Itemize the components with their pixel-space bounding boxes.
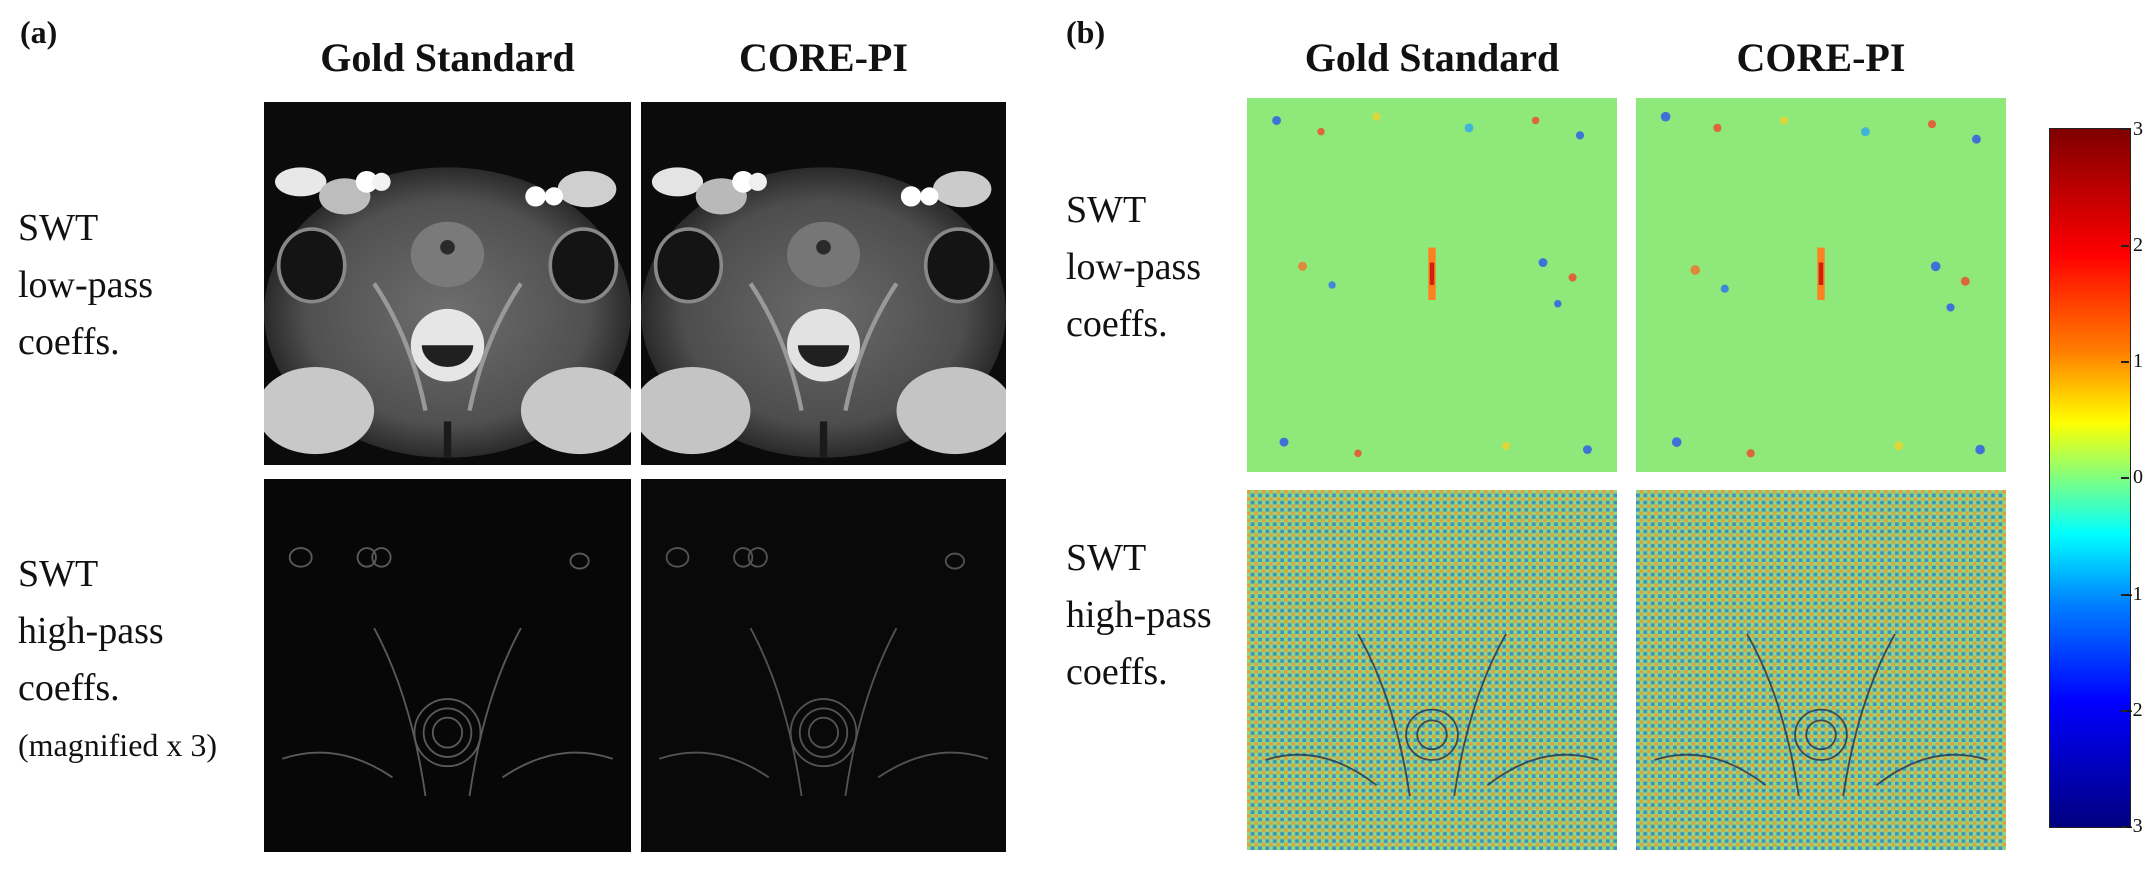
panel-a-label: (a) [20, 14, 58, 50]
colorbar-tick-label: 1 [2133, 350, 2143, 372]
panel-b-label: (b) [1066, 14, 1106, 50]
colorbar-tick-mark [2121, 361, 2129, 363]
panel-b-title-core-pi: CORE-PI [1736, 35, 1906, 80]
colorbar-tick-mark [2121, 128, 2129, 130]
colorbar-tick-mark [2121, 710, 2129, 712]
colorbar-tick-label: -1 [2126, 583, 2143, 605]
panel-a-core-pi-low-pass-image [641, 102, 1006, 465]
panel-b-row-low-pass-label: SWT low-pass coeffs. [1066, 189, 1202, 345]
panel-b-core-pi-high-pass-map [1636, 490, 2006, 850]
colorbar-tick-mark [2121, 477, 2129, 479]
panel-b-core-pi-low-pass-map [1636, 98, 2006, 472]
panel-a-title-gold-standard: Gold Standard [320, 35, 575, 80]
panel-a-title-core-pi: CORE-PI [739, 35, 908, 80]
colorbar-tick-mark [2121, 594, 2129, 596]
panel-a-gold-standard-low-pass-image [264, 102, 631, 465]
colorbar [2049, 128, 2131, 828]
panel-a-row-high-pass-label: SWT high-pass coeffs. (magnified x 3) [18, 553, 218, 763]
panel-a-core-pi-high-pass-image [641, 479, 1006, 852]
colorbar-tick-label: -2 [2126, 699, 2143, 721]
colorbar-tick-label: 3 [2133, 118, 2143, 140]
panel-b-gold-standard-high-pass-map [1247, 490, 1617, 850]
colorbar-tick-mark [2121, 245, 2129, 247]
colorbar-tick-label: 2 [2133, 234, 2143, 256]
panel-a-gold-standard-high-pass-image [264, 479, 631, 852]
colorbar-tick-label: 0 [2133, 466, 2143, 488]
colorbar-tick-mark [2121, 826, 2129, 828]
panel-a-row-low-pass-label: SWT low-pass coeffs. [18, 207, 154, 363]
colorbar-tick-label: -3 [2126, 815, 2143, 837]
panel-b-gold-standard-low-pass-map [1247, 98, 1617, 472]
panel-b-row-high-pass-label: SWT high-pass coeffs. [1066, 537, 1212, 693]
panel-b-title-gold-standard: Gold Standard [1304, 35, 1560, 80]
